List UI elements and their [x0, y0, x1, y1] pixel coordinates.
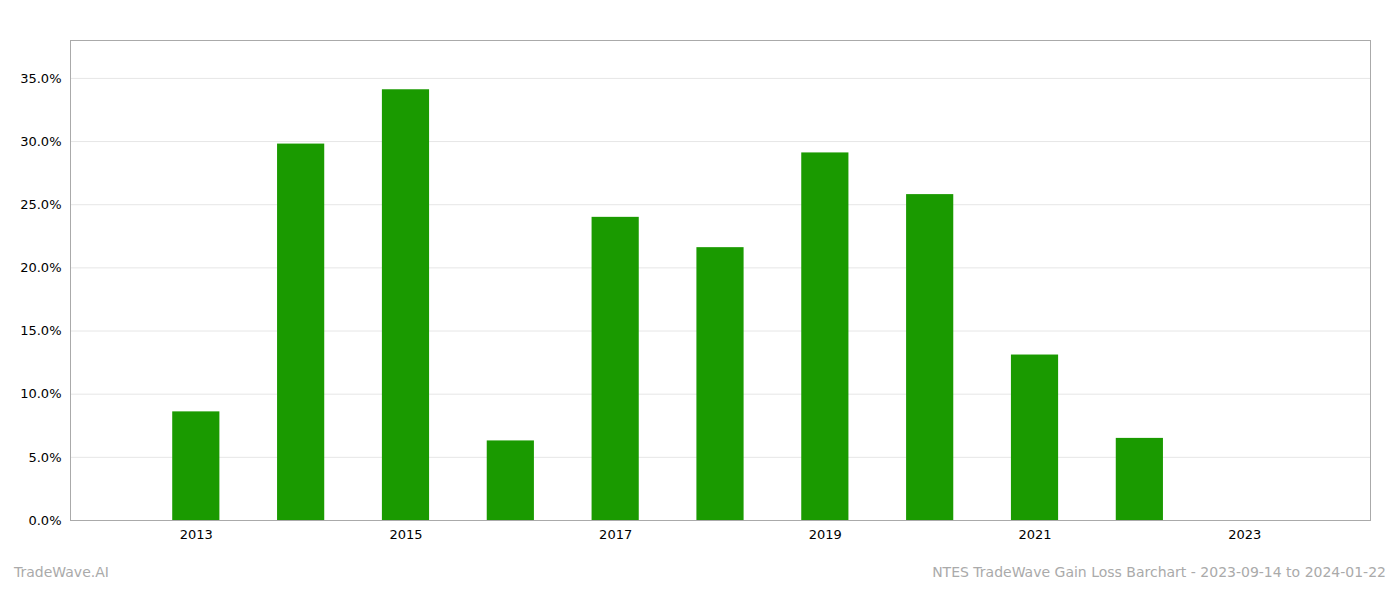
svg-text:2021: 2021 — [1018, 527, 1051, 542]
svg-text:15.0%: 15.0% — [20, 323, 61, 338]
html-text:NTES TradeWave Gain Loss Barch: NTES TradeWave Gain Loss Barchart - 2023… — [932, 564, 1386, 580]
svg-text:10.0%: 10.0% — [20, 386, 61, 401]
svg-text:0.0%: 0.0% — [28, 513, 61, 528]
svg-text:2017: 2017 — [599, 527, 632, 542]
svg-text:30.0%: 30.0% — [20, 134, 61, 149]
html-text:TradeWave.AI: TradeWave.AI — [14, 564, 109, 580]
svg-text:20.0%: 20.0% — [20, 260, 61, 275]
svg-text:25.0%: 25.0% — [20, 197, 61, 212]
svg-text:5.0%: 5.0% — [28, 450, 61, 465]
svg-text:2013: 2013 — [180, 527, 213, 542]
svg-text:2019: 2019 — [809, 527, 842, 542]
svg-text:2015: 2015 — [389, 527, 422, 542]
svg-text:2023: 2023 — [1228, 527, 1261, 542]
svg-text:35.0%: 35.0% — [20, 71, 61, 86]
